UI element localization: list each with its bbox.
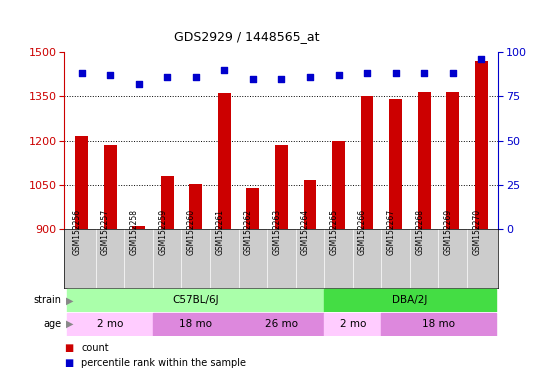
Point	[305, 74, 314, 80]
Point	[448, 70, 457, 76]
Text: GSM152265: GSM152265	[329, 209, 338, 255]
Bar	[475, 61, 488, 229]
Bar	[418, 92, 431, 229]
Bar	[239, 313, 324, 336]
Text: C57BL/6J: C57BL/6J	[172, 295, 219, 305]
Text: GDS2929 / 1448565_at: GDS2929 / 1448565_at	[174, 30, 319, 43]
Bar	[246, 188, 259, 229]
Text: age: age	[44, 319, 62, 329]
Bar	[361, 96, 374, 229]
Text: ■: ■	[64, 343, 74, 353]
Text: GSM152264: GSM152264	[301, 209, 310, 255]
Bar	[67, 289, 324, 312]
Text: GSM152261: GSM152261	[215, 209, 225, 255]
Bar	[324, 289, 496, 312]
Text: GSM152266: GSM152266	[358, 209, 367, 255]
Point	[77, 70, 86, 76]
Text: GSM152268: GSM152268	[415, 209, 424, 255]
Point	[249, 76, 258, 82]
Text: GSM152270: GSM152270	[472, 209, 481, 255]
Bar	[153, 313, 239, 336]
Bar	[67, 313, 153, 336]
Text: GSM152262: GSM152262	[244, 209, 253, 255]
Point	[477, 56, 486, 62]
Point	[419, 70, 428, 76]
Text: 18 mo: 18 mo	[179, 319, 212, 329]
Text: percentile rank within the sample: percentile rank within the sample	[81, 358, 246, 368]
Bar	[104, 145, 116, 229]
Bar	[324, 313, 381, 336]
Bar	[446, 92, 459, 229]
Text: GSM152257: GSM152257	[101, 209, 110, 255]
Point	[277, 76, 286, 82]
Point	[163, 74, 172, 80]
Text: 2 mo: 2 mo	[339, 319, 366, 329]
Text: ▶: ▶	[66, 319, 73, 329]
Text: strain: strain	[34, 295, 62, 305]
Text: 2 mo: 2 mo	[97, 319, 123, 329]
Text: DBA/2J: DBA/2J	[392, 295, 428, 305]
Bar	[189, 184, 202, 229]
Text: GSM152269: GSM152269	[444, 209, 452, 255]
Point	[362, 70, 371, 76]
Bar	[332, 141, 345, 229]
Bar	[381, 313, 496, 336]
Text: GSM152263: GSM152263	[272, 209, 281, 255]
Text: GSM152256: GSM152256	[73, 209, 82, 255]
Text: ■: ■	[64, 358, 74, 368]
Text: count: count	[81, 343, 109, 353]
Point	[106, 72, 115, 78]
Bar	[275, 145, 288, 229]
Bar	[389, 99, 402, 229]
Text: GSM152259: GSM152259	[158, 209, 167, 255]
Text: ▶: ▶	[66, 295, 73, 305]
Point	[220, 67, 229, 73]
Bar	[161, 176, 174, 229]
Point	[192, 74, 200, 80]
Bar	[132, 226, 145, 229]
Text: GSM152267: GSM152267	[386, 209, 395, 255]
Bar	[304, 180, 316, 229]
Bar	[75, 136, 88, 229]
Point	[391, 70, 400, 76]
Text: 18 mo: 18 mo	[422, 319, 455, 329]
Point	[134, 81, 143, 87]
Bar	[218, 93, 231, 229]
Point	[334, 72, 343, 78]
Text: 26 mo: 26 mo	[265, 319, 298, 329]
Text: GSM152258: GSM152258	[129, 209, 139, 255]
Text: GSM152260: GSM152260	[186, 209, 196, 255]
